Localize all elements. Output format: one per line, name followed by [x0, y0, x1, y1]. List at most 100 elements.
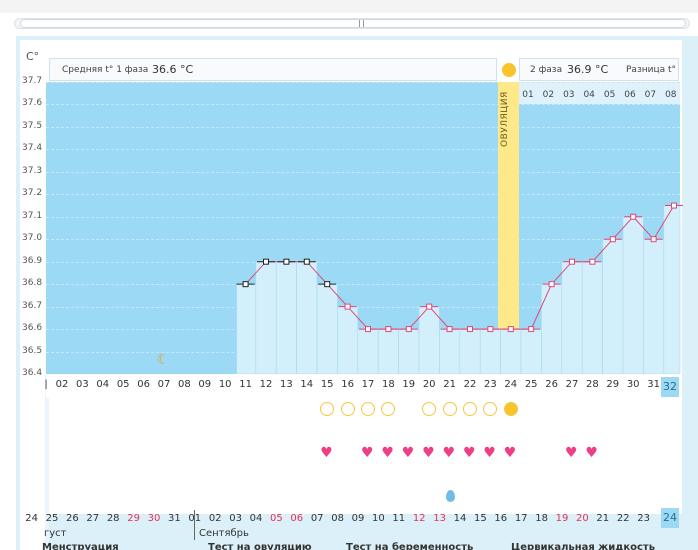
heart-icon[interactable]: ♥ — [565, 445, 578, 461]
scrollbar-grip-icon[interactable] — [359, 20, 364, 27]
next-cycle-day: 06 — [624, 90, 636, 100]
temperature-point[interactable] — [446, 326, 453, 333]
temperature-point[interactable] — [283, 258, 290, 265]
cycle-day-label: 20 — [422, 379, 436, 390]
ovulation-test-icon[interactable] — [463, 402, 477, 416]
temperature-point[interactable] — [630, 213, 637, 220]
heart-icon[interactable]: ♥ — [585, 445, 598, 461]
scrollbar-thumb[interactable] — [20, 19, 686, 28]
temperature-point[interactable] — [671, 202, 677, 209]
temperature-point[interactable] — [385, 326, 392, 333]
grid-line — [46, 262, 680, 263]
grid-line — [46, 149, 680, 150]
temperature-point[interactable] — [242, 281, 249, 288]
calendar-date: 02 — [208, 513, 222, 524]
ovulation-test-icon[interactable] — [361, 402, 375, 416]
temperature-point[interactable] — [589, 258, 596, 265]
heart-icon[interactable]: ♥ — [361, 445, 374, 461]
temperature-point[interactable] — [263, 258, 269, 265]
grid-line — [46, 217, 680, 218]
next-cycle-day: 08 — [665, 90, 677, 100]
heart-icon[interactable]: ♥ — [442, 445, 456, 461]
today-date-box[interactable]: 24 — [661, 508, 679, 528]
calendar-date: 25 — [45, 513, 59, 524]
heart-icon[interactable]: ♥ — [422, 445, 435, 461]
cycle-day-label: 27 — [565, 379, 579, 390]
grid-line — [46, 239, 680, 240]
temperature-bar — [459, 328, 481, 375]
cycle-day-label: 03 — [76, 379, 89, 390]
temperature-point[interactable] — [303, 258, 310, 265]
phase2-value: 36.9 °C — [567, 63, 609, 76]
grid-line — [46, 172, 680, 173]
temperature-point[interactable] — [609, 236, 616, 243]
temperature-bar — [561, 261, 583, 375]
temperature-bar — [581, 261, 603, 375]
legend-menstruation[interactable]: Менструация — [42, 542, 119, 550]
temperature-bar — [479, 328, 501, 375]
moon-icon: ☾ — [157, 352, 170, 368]
cycle-day-label: 18 — [382, 379, 395, 390]
ovulation-test-icon[interactable] — [320, 402, 335, 416]
next-cycle-day: 03 — [563, 90, 575, 100]
calendar-date: 22 — [616, 513, 630, 524]
heart-icon[interactable]: ♥ — [381, 445, 394, 461]
ovulation-test-icon[interactable] — [381, 402, 396, 416]
month-separator — [194, 510, 195, 540]
ovulation-test-icon[interactable] — [483, 402, 498, 416]
ovulation-test-icon[interactable] — [340, 402, 355, 416]
calendar-date: 07 — [310, 513, 324, 524]
temperature-bar — [663, 205, 681, 375]
temperature-point[interactable] — [344, 303, 351, 310]
calendar-date: 10 — [372, 513, 385, 524]
ovulation-test-icon[interactable] — [422, 402, 437, 416]
legend-cervical-fluid[interactable]: Цервикальная жидкость — [511, 542, 656, 550]
phase1-value: 36.6 °C — [152, 63, 194, 76]
cycle-day-label: 17 — [361, 379, 375, 390]
left-strip — [45, 375, 49, 550]
grid-line — [46, 82, 680, 83]
next-cycle-day: 04 — [583, 90, 595, 100]
calendar-date: 11 — [392, 513, 406, 524]
heart-icon[interactable]: ♥ — [463, 445, 476, 461]
temperature-point[interactable] — [324, 281, 331, 288]
temperature-point[interactable] — [507, 326, 514, 333]
x-axis-start-tick: | — [44, 379, 48, 390]
temperature-point[interactable] — [467, 326, 473, 333]
cycle-day-label: 26 — [545, 379, 558, 390]
cycle-day-label: 29 — [606, 379, 620, 390]
heart-icon[interactable]: ♥ — [320, 445, 333, 461]
temperature-point[interactable] — [548, 281, 555, 288]
ovulation-test-icon[interactable] — [442, 402, 457, 416]
cycle-day-label: 21 — [443, 379, 456, 390]
heart-icon[interactable]: ♥ — [401, 445, 415, 461]
y-tick-label: 37.5 — [22, 120, 43, 131]
cycle-day-box[interactable]: 32 — [661, 377, 679, 397]
cycle-day-label: 04 — [96, 379, 110, 390]
legend-ovulation-test[interactable]: Тест на овуляцию — [208, 542, 312, 550]
temperature-bar — [602, 238, 624, 375]
calendar-date: 30 — [147, 513, 161, 524]
heart-icon[interactable]: ♥ — [483, 445, 496, 461]
temperature-point[interactable] — [405, 326, 412, 333]
drop-icon[interactable] — [445, 490, 455, 502]
legend-pregnancy-test[interactable]: Тест на беременность — [346, 542, 474, 550]
temperature-point[interactable] — [528, 326, 535, 333]
ovulation-test-icon[interactable] — [503, 402, 518, 416]
temperature-bar — [439, 328, 461, 375]
y-tick-label: 37.3 — [22, 165, 43, 176]
temperature-point[interactable] — [487, 326, 494, 333]
temperature-point[interactable] — [569, 258, 575, 265]
cycle-day-label: 13 — [280, 379, 293, 390]
calendar-date: 27 — [86, 513, 100, 524]
temperature-point[interactable] — [426, 303, 433, 310]
temperature-diff-label: Разница t° — [626, 65, 676, 75]
temperature-point[interactable] — [365, 326, 371, 333]
temperature-point[interactable] — [650, 236, 657, 243]
calendar-date: 24 — [25, 513, 38, 524]
y-tick-label: 36.5 — [22, 345, 43, 356]
calendar-date: 16 — [494, 513, 508, 524]
calendar-date: 05 — [270, 513, 283, 524]
heart-icon[interactable]: ♥ — [503, 445, 517, 461]
